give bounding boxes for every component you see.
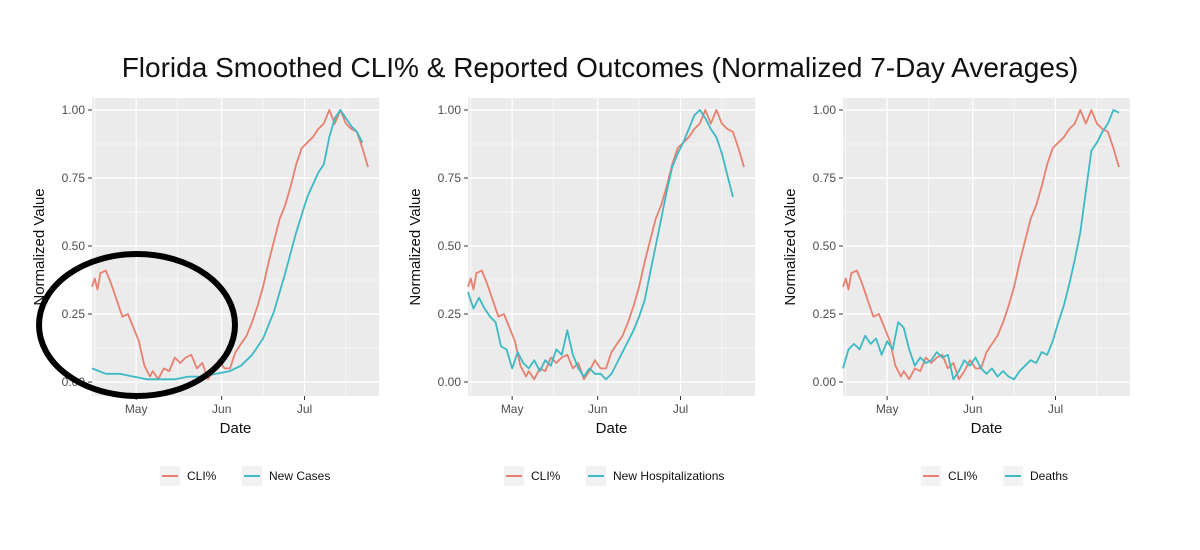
y-tick-label: 0.25 [62, 307, 86, 321]
y-tick-label: 0.75 [813, 171, 837, 185]
chart-title: Florida Smoothed CLI% & Reported Outcome… [121, 52, 1079, 83]
series-line-cli [467, 109, 745, 381]
x-tick-label: Jul [1048, 402, 1063, 416]
y-tick-label: 0.00 [438, 375, 462, 389]
chart-panel-2: 0.00 0.25 0.50 0.75 1.00 May Jun Jul Date Normali… [407, 98, 755, 486]
y-tick-label: 1.00 [438, 103, 462, 117]
x-tick-label: Jul [297, 402, 312, 416]
y-tick-label: 1.00 [62, 103, 86, 117]
y-tick-label: 0.25 [813, 307, 837, 321]
x-axis-title: Date [596, 420, 628, 437]
x-tick-label: Jul [673, 402, 688, 416]
y-axis-title: Normalized Value [31, 188, 48, 305]
y-tick-label: 0.75 [62, 171, 86, 185]
y-tick-label: 0.25 [438, 307, 462, 321]
chart-panel-3: 0.00 0.25 0.50 0.75 1.00 May Jun Jul Date Normali… [782, 98, 1130, 486]
y-tick-label: 0.50 [438, 239, 462, 253]
x-tick-label: May [125, 402, 148, 416]
y-axis-title: Normalized Value [782, 188, 799, 305]
x-tick-label: Jun [588, 402, 607, 416]
x-tick-label: May [501, 402, 524, 416]
x-tick-label: May [876, 402, 899, 416]
x-tick-label: Jun [963, 402, 982, 416]
series-line-outcome [467, 109, 734, 381]
legend-label: CLI% [531, 469, 561, 483]
annotation-circle [36, 251, 238, 399]
x-tick-label: Jun [212, 402, 231, 416]
y-tick-label: 0.75 [438, 171, 462, 185]
y-tick-label: 1.00 [813, 103, 837, 117]
legend-label: CLI% [187, 469, 217, 483]
legend-label: CLI% [948, 469, 978, 483]
y-axis-title: Normalized Value [407, 188, 424, 305]
y-tick-label: 0.50 [62, 239, 86, 253]
series-line-outcome [842, 109, 1120, 381]
series-line-cli [91, 109, 369, 381]
series-line-outcome [91, 109, 364, 381]
series-line-cli [842, 109, 1120, 381]
x-axis-title: Date [220, 420, 252, 437]
y-tick-label: 0.50 [813, 239, 837, 253]
x-axis-title: Date [971, 420, 1003, 437]
y-tick-label: 0.00 [813, 375, 837, 389]
legend-label: New Cases [269, 469, 330, 483]
legend-label: New Hospitalizations [613, 469, 724, 483]
legend-label: Deaths [1030, 469, 1068, 483]
